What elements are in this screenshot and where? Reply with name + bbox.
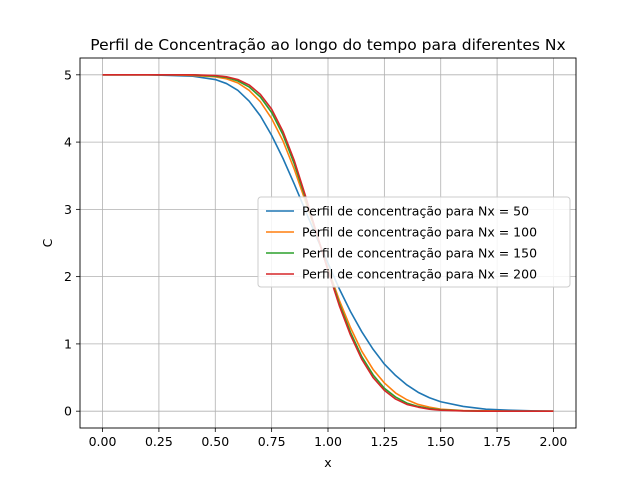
- x-tick-label: 0.25: [145, 434, 173, 449]
- legend-entry-label: Perfil de concentração para Nx = 50: [302, 204, 529, 219]
- y-tick-label: 4: [64, 135, 72, 150]
- y-tick-label: 5: [64, 67, 72, 82]
- y-tick-label: 3: [64, 202, 72, 217]
- y-tick-label: 2: [64, 269, 72, 284]
- legend-entry-label: Perfil de concentração para Nx = 100: [302, 225, 537, 240]
- y-axis-ticks: 0 1 2 3 4 5: [64, 67, 80, 419]
- x-tick-label: 0.50: [201, 434, 229, 449]
- x-tick-label: 1.25: [370, 434, 398, 449]
- legend: Perfil de concentração para Nx = 50 Perfi…: [257, 196, 571, 288]
- legend-entry-label: Perfil de concentração para Nx = 200: [302, 267, 537, 282]
- y-tick-label: 0: [64, 404, 72, 419]
- legend-entry-label: Perfil de concentração para Nx = 150: [302, 246, 537, 261]
- x-tick-label: 1.50: [427, 434, 455, 449]
- chart-title: Perfil de Concentração ao longo do tempo…: [90, 36, 565, 54]
- x-axis-label: x: [324, 455, 331, 470]
- legend-box: [257, 196, 571, 288]
- x-axis-ticks: 0.00 0.25 0.50 0.75 1.00 1.25 1.50 1.75 2.00: [89, 428, 568, 449]
- x-tick-label: 1.00: [314, 434, 342, 449]
- x-tick-label: 0.00: [89, 434, 117, 449]
- x-tick-label: 2.00: [540, 434, 568, 449]
- y-axis-label: C: [40, 238, 55, 247]
- y-tick-label: 1: [64, 336, 72, 351]
- x-tick-label: 0.75: [258, 434, 286, 449]
- x-tick-label: 1.75: [483, 434, 511, 449]
